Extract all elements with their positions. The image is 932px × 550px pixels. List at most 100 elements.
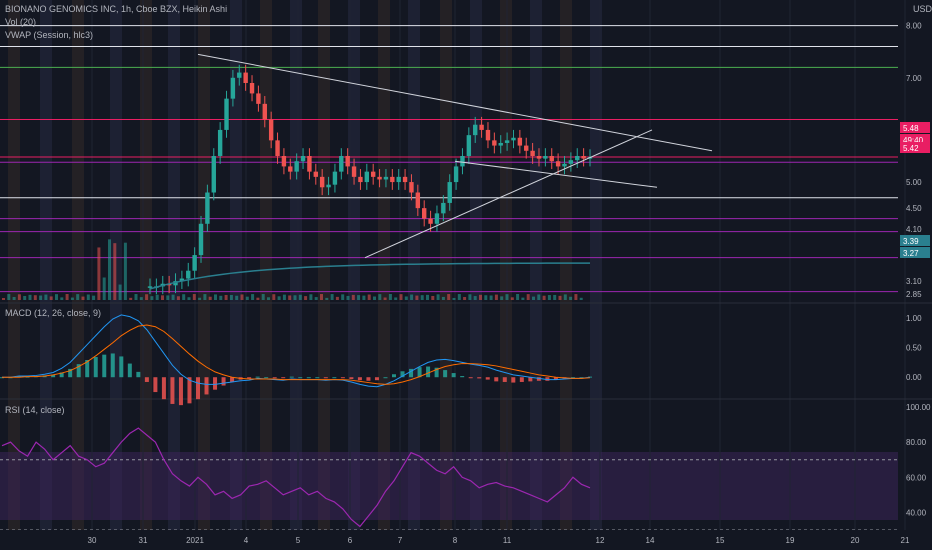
candle-body [275, 140, 280, 156]
macd-histogram-bar [426, 366, 431, 378]
triangle-upper-line [197, 53, 713, 152]
macd-histogram-bar [68, 368, 73, 378]
macd-histogram-bar [340, 377, 345, 379]
price-tags: 5.48 49:405.42 3.39 3.27 [900, 122, 930, 258]
volume-bar [298, 294, 302, 300]
price-tag-box [900, 142, 930, 153]
volume-bar [378, 294, 382, 300]
volume-bar [494, 294, 498, 300]
candle-body [307, 156, 312, 172]
volume-bars [2, 239, 583, 300]
session-stripe [8, 0, 20, 530]
volume-bar [44, 294, 48, 300]
candle-body [217, 129, 223, 156]
price-tick-label: 4.50 [906, 204, 922, 213]
time-tick-label: 12 [596, 536, 605, 545]
time-tick-label: 30 [88, 536, 97, 545]
candle-body [562, 163, 567, 167]
macd-histogram-bar [528, 377, 533, 382]
volume-bar [155, 294, 159, 300]
candle-body [339, 156, 344, 172]
triangle-lower-line [364, 129, 653, 259]
vwap-legend[interactable]: VWAP (Session, hlc3) [5, 30, 94, 40]
volume-legend[interactable]: Vol (20) [5, 17, 37, 27]
price-tag-label: 3.27 [903, 249, 919, 258]
candle-body [422, 208, 427, 219]
candle-body [524, 145, 529, 151]
volume-bar [261, 294, 265, 300]
volume-bar [383, 297, 387, 300]
price-tick-label: 7.00 [906, 74, 922, 83]
volume-bar [108, 239, 111, 300]
volume-bar [235, 295, 239, 300]
volume-bar [240, 294, 244, 300]
session-stripe [168, 0, 180, 530]
candle-body [205, 192, 210, 224]
volume-bar [357, 295, 361, 300]
rsi-pane [0, 427, 898, 531]
macd-legend[interactable]: MACD (12, 26, close, 9) [5, 308, 102, 318]
volume-bar [23, 296, 27, 300]
macd-histogram-bar [485, 377, 490, 380]
volume-bar [251, 294, 255, 300]
volume-bar [521, 297, 525, 300]
volume-bar [118, 284, 122, 300]
macd-histogram-bar [127, 363, 132, 378]
volume-bar [76, 294, 80, 300]
macd-tick-label: 0.00 [906, 373, 922, 382]
volume-bar [272, 294, 276, 300]
rsi-tick-label: 60.00 [906, 473, 927, 482]
candle-body [173, 281, 178, 286]
price-tick-label: 4.10 [906, 225, 922, 234]
macd-histogram-bar [298, 377, 303, 379]
candle-body [230, 77, 236, 99]
macd-histogram-bar [323, 377, 328, 379]
rsi-legend[interactable]: RSI (14, close) [5, 405, 65, 415]
macd-histogram-bar [247, 377, 252, 379]
candle-body [249, 83, 255, 94]
session-stripe [530, 0, 542, 530]
macd-histogram-bar [502, 377, 507, 382]
volume-bar [452, 297, 456, 300]
macd-histogram-bar [460, 376, 465, 378]
macd-histogram-bar [477, 377, 482, 379]
volume-bar [547, 295, 551, 300]
volume-bar [282, 294, 286, 300]
macd-histogram-bar [281, 377, 286, 379]
volume-bar [256, 297, 260, 300]
currency-label: USD [913, 4, 932, 14]
symbol-legend[interactable]: BIONANO GENOMICS INC, 1h, Cboe BZX, Heik… [5, 4, 228, 14]
candle-body [186, 270, 191, 279]
channel-line [454, 160, 658, 188]
price-tag-box [900, 134, 930, 145]
volume-bar [7, 294, 11, 300]
candle-body [256, 93, 261, 104]
candle-body [224, 98, 229, 130]
candle-body [536, 156, 542, 159]
volume-bar [325, 297, 329, 300]
candle-body [492, 140, 497, 146]
price-tag-label: 5.48 [903, 124, 919, 133]
volume-bar [171, 294, 175, 300]
volume-bar [563, 294, 567, 300]
macd-histogram-bar [110, 353, 115, 378]
time-tick-label: 11 [503, 536, 512, 545]
volume-bar [33, 295, 37, 300]
candle-body [345, 156, 350, 167]
candle-body [402, 176, 408, 183]
volume-bar [489, 295, 493, 300]
time-tick-label: 20 [851, 536, 860, 545]
candle-body [313, 171, 318, 177]
price-axis: 2.853.103.704.104.505.006.007.008.001.00… [906, 22, 931, 518]
macd-histogram-bar [383, 377, 388, 379]
macd-pane [0, 314, 592, 406]
volume-bar [431, 295, 435, 300]
macd-histogram-bar [221, 377, 226, 386]
macd-histogram-bar [519, 377, 524, 382]
macd-histogram-bar [332, 377, 337, 379]
candle-body [383, 176, 389, 180]
volume-bar [161, 295, 164, 300]
session-stripe [560, 0, 572, 530]
price-tag-box [900, 122, 930, 133]
